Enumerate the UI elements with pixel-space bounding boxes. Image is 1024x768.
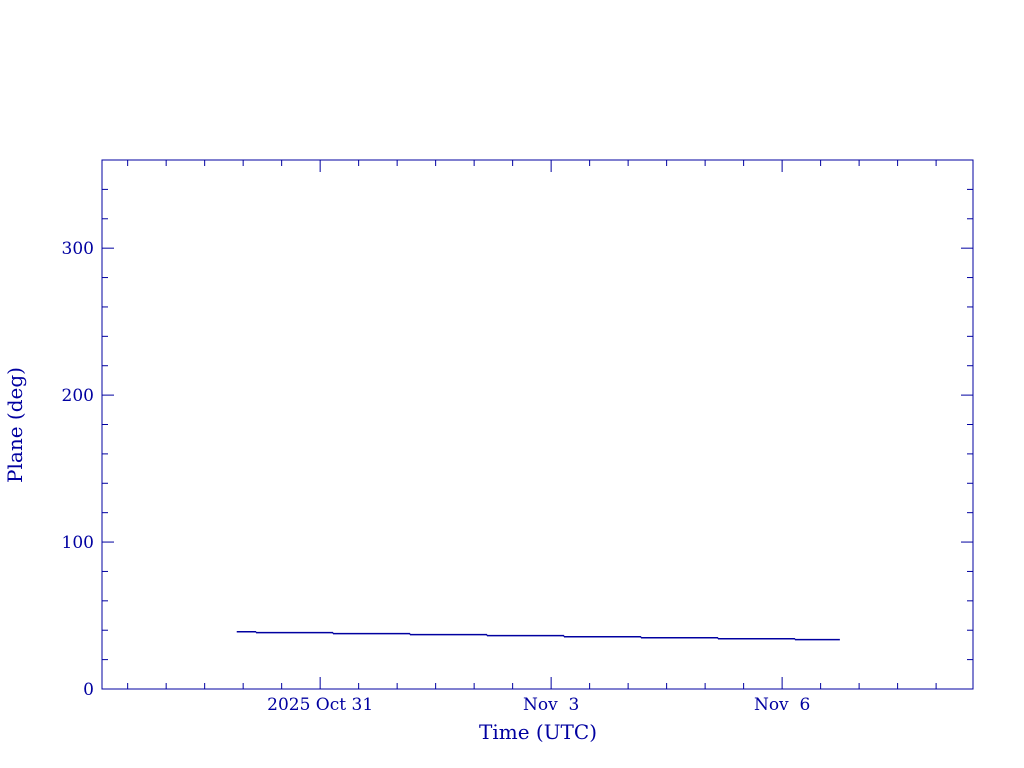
plot-frame bbox=[101, 159, 974, 690]
y-tick-label: 100 bbox=[62, 533, 94, 553]
y-axis-label: Plane (deg) bbox=[3, 367, 27, 483]
x-tick-label: Nov 3 bbox=[523, 695, 579, 715]
y-tick-labels: 0 100 200 300 bbox=[62, 239, 94, 700]
y-tick-label: 200 bbox=[62, 386, 94, 406]
x-tick-label: 2025 Oct 31 bbox=[267, 695, 373, 715]
y-tick-label: 0 bbox=[83, 680, 94, 700]
axis-ticks bbox=[102, 159, 973, 690]
series-plane bbox=[236, 630, 840, 641]
y-tick-label: 300 bbox=[62, 239, 94, 259]
x-tick-labels: 2025 Oct 31 Nov 3 Nov 6 bbox=[267, 695, 810, 715]
x-tick-label: Nov 6 bbox=[754, 695, 810, 715]
x-axis-label: Time (UTC) bbox=[479, 720, 597, 744]
